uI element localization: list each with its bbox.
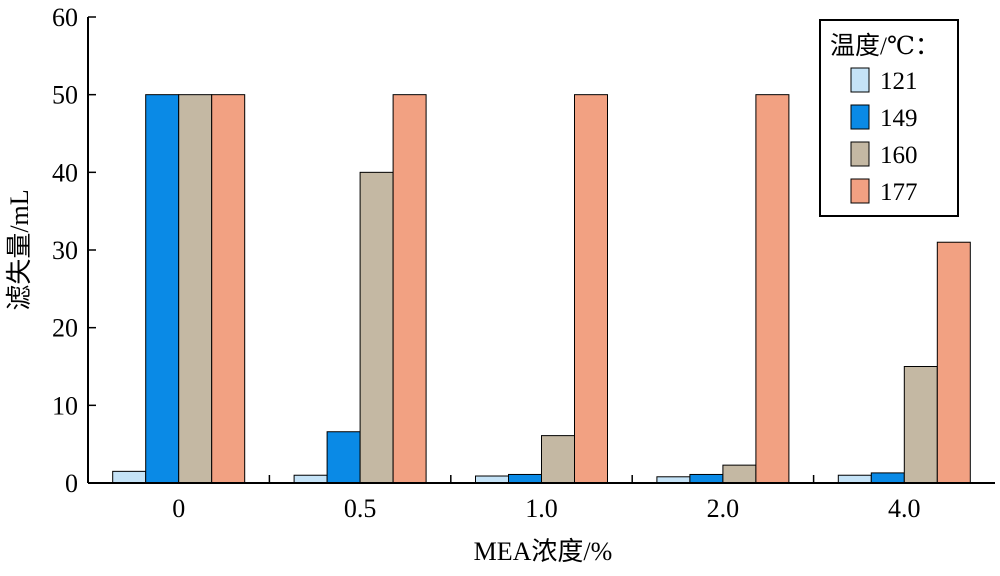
bar-160-1.0: [541, 435, 575, 484]
bar-160-2.0: [722, 464, 757, 484]
y-tick-label: 60: [52, 3, 78, 32]
bar-149-0: [145, 94, 180, 484]
y-tick-label: 50: [52, 81, 78, 110]
x-tick-label: 0: [172, 494, 185, 523]
bar-177-0: [211, 94, 246, 484]
legend: 温度/℃： 121 149 160 177: [819, 19, 959, 217]
ticks-group: 0 10 20 30 40 50 60 0 0.5 1.0 2.0 4.0: [52, 3, 921, 523]
bar-177-0.5: [392, 94, 427, 484]
x-tick-label: 0.5: [344, 494, 377, 523]
legend-label-121: 121: [880, 68, 918, 95]
bar-149-1.0: [508, 473, 542, 484]
legend-label-149: 149: [880, 105, 918, 132]
bar-121-1.0: [475, 475, 509, 484]
y-tick-label: 40: [52, 158, 78, 187]
bar-149-0.5: [326, 431, 361, 484]
legend-swatch-160: [850, 141, 870, 167]
bar-160-0: [178, 94, 213, 484]
y-tick-label: 30: [52, 236, 78, 265]
y-tick-label: 0: [65, 469, 78, 498]
legend-label-160: 160: [880, 142, 918, 169]
bar-160-4.0: [903, 366, 938, 484]
bar-149-2.0: [689, 473, 724, 484]
bar-160-0.5: [359, 171, 394, 484]
bar-121-4.0: [837, 474, 872, 484]
bar-149-4.0: [870, 472, 905, 484]
bar-121-0: [112, 470, 147, 484]
legend-swatch-177: [850, 178, 870, 204]
y-tick-label: 10: [52, 391, 78, 420]
x-axis-title: MEA浓度/%: [474, 537, 613, 566]
legend-swatch-149: [850, 104, 870, 130]
legend-box: [819, 19, 959, 217]
bar-177-4.0: [936, 241, 971, 484]
y-axis-title: 滤失量/mL: [5, 189, 34, 310]
bar-177-2.0: [755, 94, 790, 484]
legend-label-177: 177: [880, 179, 918, 206]
x-tick-label: 1.0: [525, 494, 558, 523]
bar-177-1.0: [574, 94, 608, 484]
legend-swatch-121: [850, 67, 870, 93]
bars-group: [112, 94, 971, 484]
bar-121-0.5: [293, 474, 328, 484]
legend-title: 温度/℃：: [830, 32, 940, 60]
x-tick-label: 2.0: [707, 494, 740, 523]
x-tick-label: 4.0: [888, 494, 921, 523]
y-tick-label: 20: [52, 314, 78, 343]
legend-items: 121 149 160 177: [850, 67, 918, 206]
